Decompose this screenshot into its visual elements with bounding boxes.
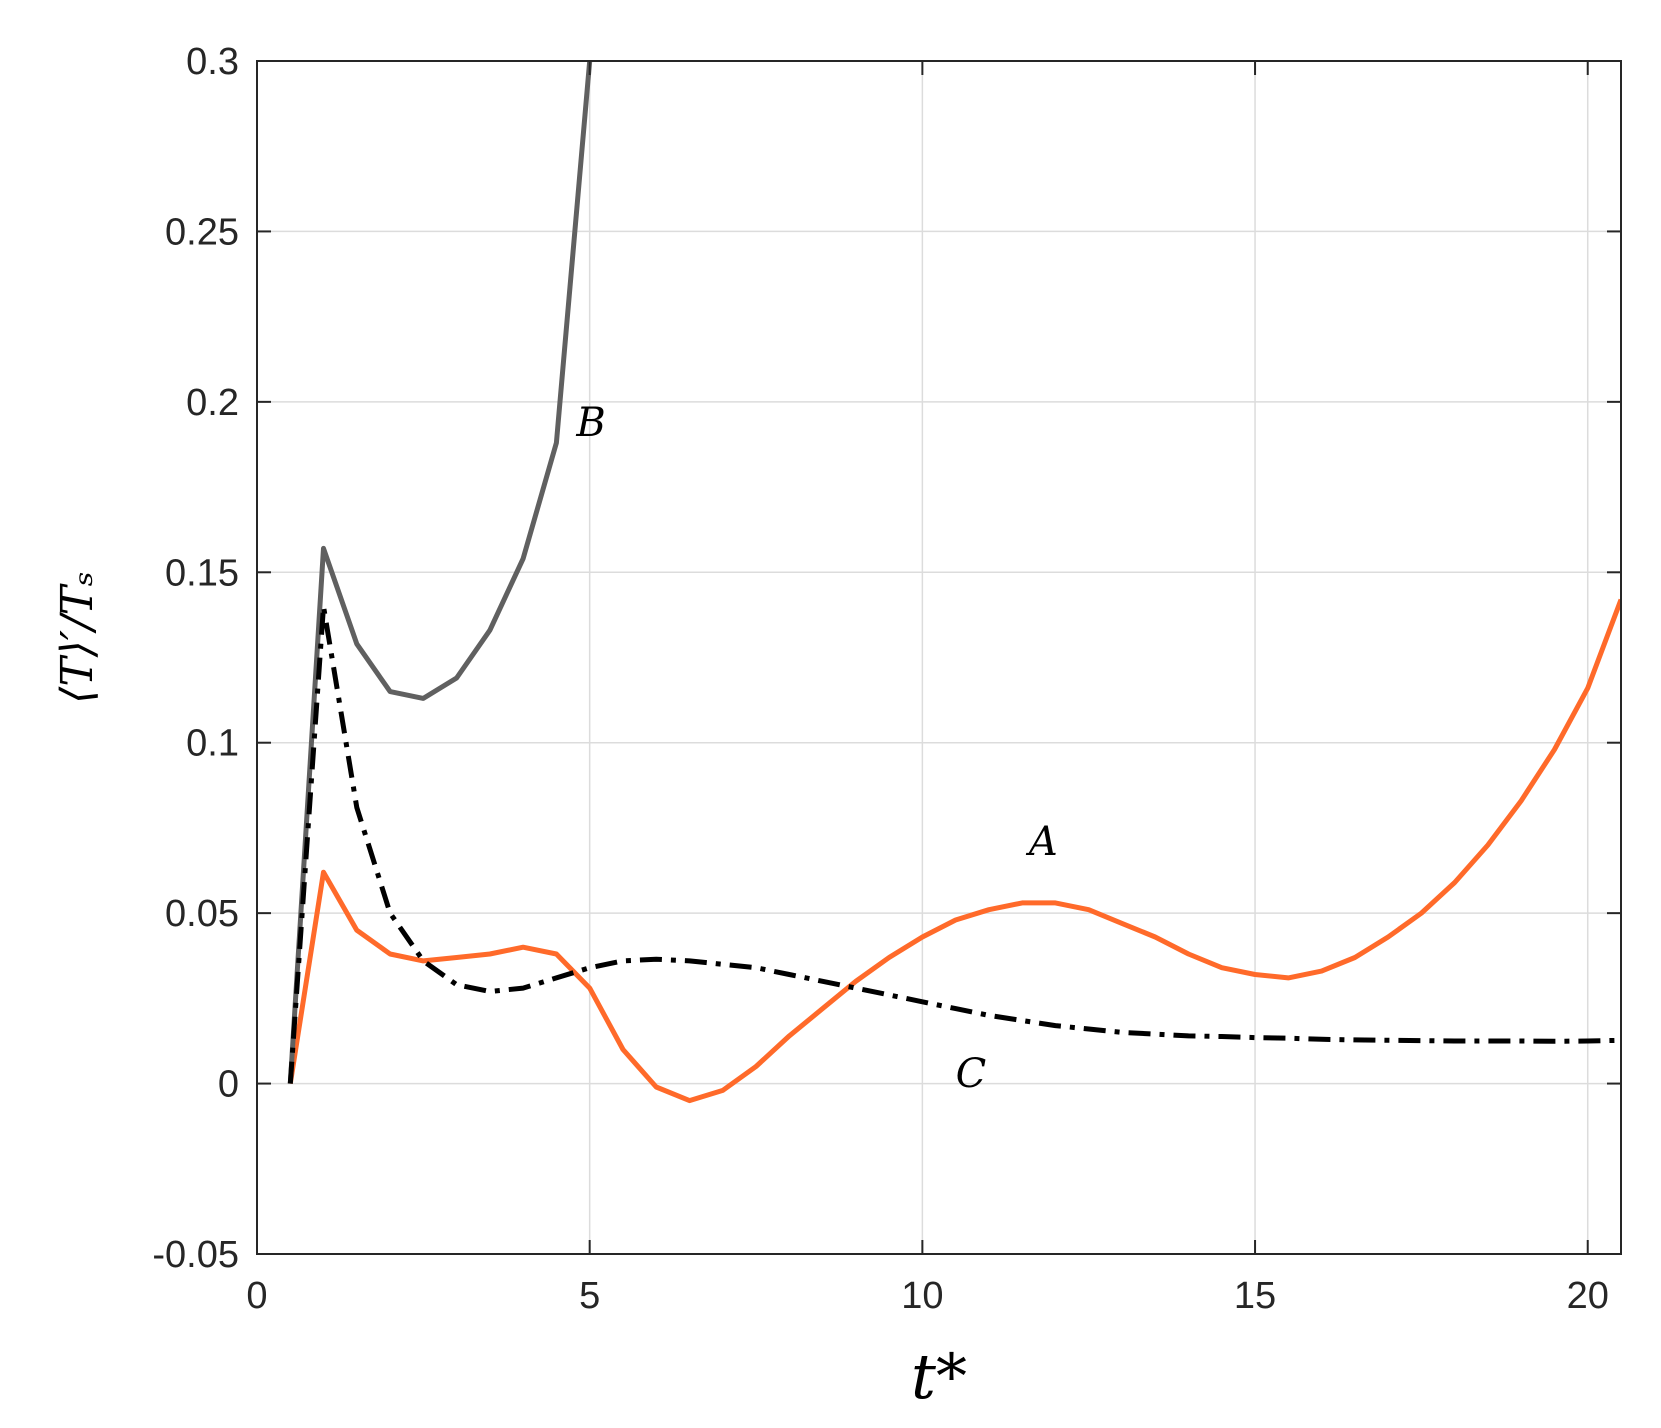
x-tick-label: 5: [579, 1275, 600, 1317]
y-tick-label: 0.05: [165, 893, 239, 935]
series-lines: [287, 61, 1621, 1104]
series-label-b: B: [575, 400, 605, 446]
y-axis-title: ⟨T⟩′/Tₛ: [52, 571, 103, 704]
plot-frame: [256, 60, 1622, 1255]
series-line-c: [287, 603, 1621, 1084]
series-line-b: [287, 61, 593, 1084]
y-tick-label: 0.1: [186, 723, 239, 765]
y-tick-label: 0.25: [165, 211, 239, 253]
series-line-a: [287, 598, 1621, 1104]
series-label-a: A: [1025, 819, 1058, 865]
x-tick-label: 0: [246, 1275, 267, 1317]
x-tick-label: 15: [1234, 1275, 1276, 1317]
grid-lines: [256, 60, 1621, 1255]
series-labels: A B C: [575, 400, 1057, 1097]
y-tick-label: -0.05: [152, 1234, 239, 1276]
x-axis-title: t*: [911, 1340, 967, 1413]
y-tick-label: 0.2: [186, 382, 239, 424]
y-tick-label: 0.15: [165, 552, 239, 594]
series-label-c: C: [956, 1051, 987, 1097]
y-tick-label: 0: [218, 1064, 239, 1106]
y-tick-label: 0.3: [186, 41, 239, 83]
x-tick-label: 10: [901, 1275, 943, 1317]
x-tick-label: 20: [1567, 1275, 1609, 1317]
